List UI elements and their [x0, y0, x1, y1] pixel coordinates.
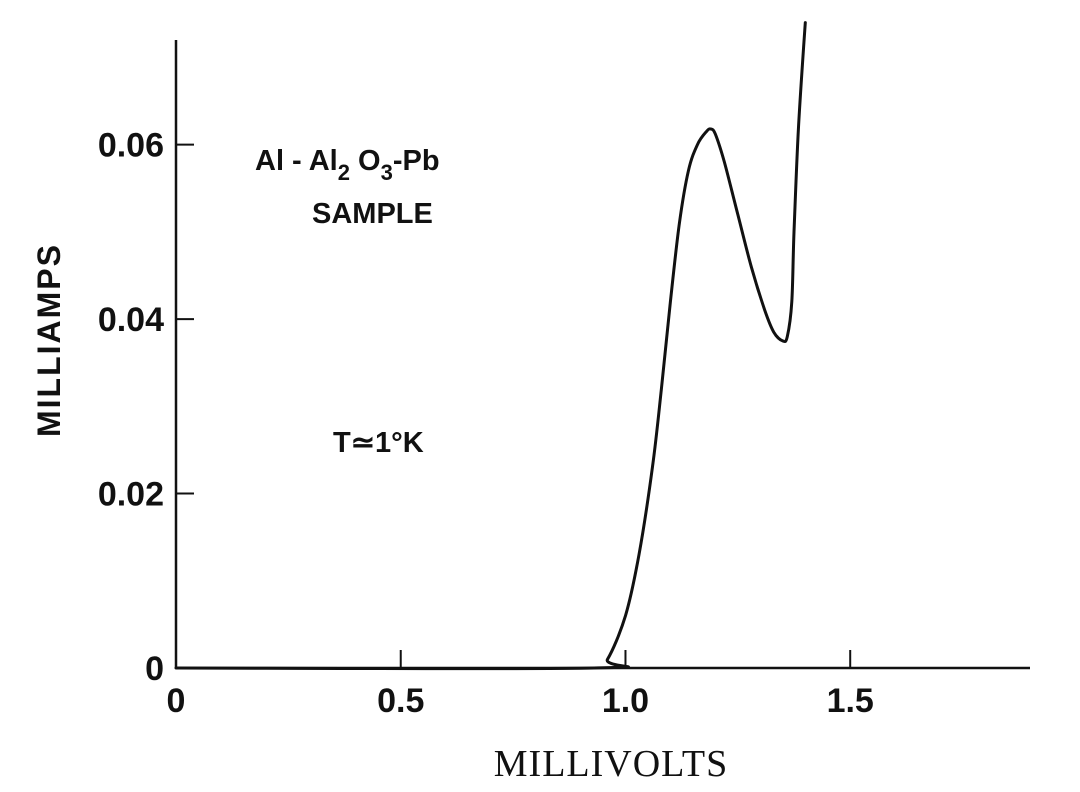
y-tick-label: 0.02	[98, 476, 164, 514]
y-axis-label: MILLIAMPS	[31, 243, 67, 437]
series-line	[174, 21, 807, 671]
x-tick-label: 1.5	[827, 682, 874, 720]
annotation-temperature: T≃1°K	[333, 427, 424, 459]
y-tick-label: 0.06	[98, 127, 164, 165]
axes	[174, 40, 1030, 670]
annotation-sample-line1: Al - Al2 O3-Pb	[255, 145, 440, 185]
x-tick-label: 0	[167, 682, 186, 720]
x-axis-label: MILLIVOLTS	[494, 743, 728, 785]
annotation-sample-line2: SAMPLE	[312, 198, 433, 230]
ticks	[176, 143, 852, 668]
y-tick-label: 0	[145, 650, 164, 688]
x-tick-label: 1.0	[602, 682, 649, 720]
x-tick-label: 0.5	[377, 682, 424, 720]
tick-labels: 0 0.5 1.0 1.5 0 0.02 0.04 0.06	[98, 127, 874, 720]
y-tick-label: 0.04	[98, 301, 164, 339]
series-layer	[174, 21, 807, 671]
